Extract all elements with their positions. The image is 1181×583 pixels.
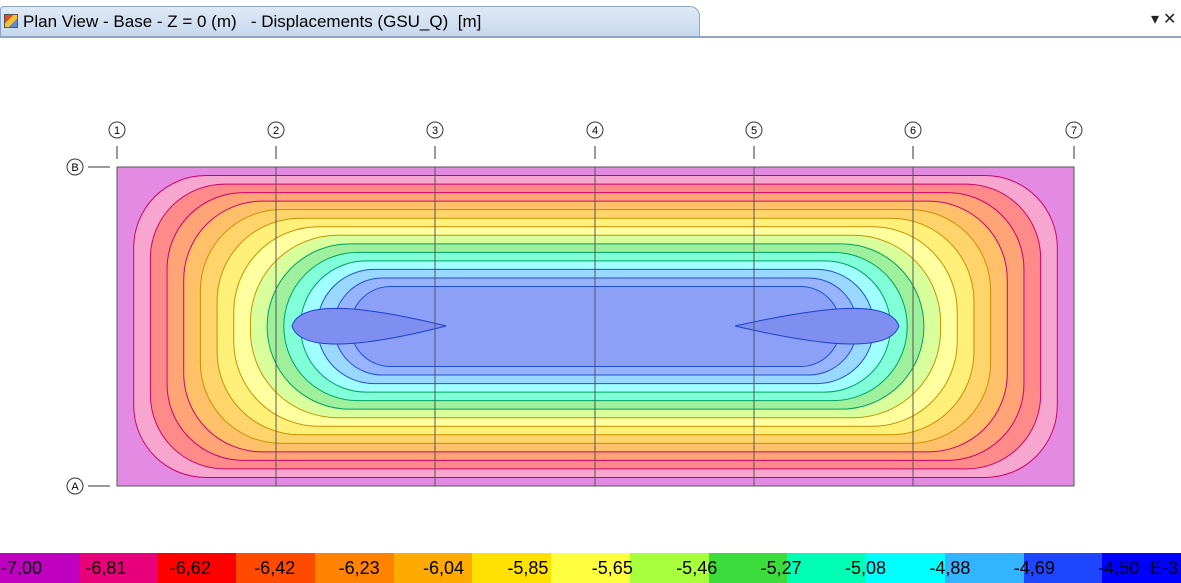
plan-view-canvas[interactable]: 1 2 3 4 5 6 7 B A	[0, 0, 1181, 553]
legend-label: -6,42	[254, 558, 296, 578]
legend-label: -5,27	[760, 558, 802, 578]
legend-color-band	[708, 553, 789, 583]
displacement-legend: -7,00 -6,81 -6,62 -6,42 -6,23 -6,04 -5,85 -5,65…	[0, 553, 1181, 583]
grid-bubble-4	[586, 121, 604, 139]
legend-color-band	[629, 553, 710, 583]
legend-color-band	[393, 553, 474, 583]
min-contour-left	[291, 307, 447, 345]
legend-color-band	[157, 553, 238, 583]
grid-bubble-1	[108, 121, 126, 139]
grid-bubble-3	[426, 121, 444, 139]
legend-label: -5,46	[676, 558, 718, 578]
legend-color-band	[551, 553, 631, 583]
legend-label: -6,04	[423, 558, 465, 578]
legend-label: -5,85	[507, 558, 549, 578]
min-contour-right	[734, 307, 900, 345]
grid-bubble-6	[904, 121, 922, 139]
grid-bubble-5	[745, 121, 763, 139]
legend-label: -5,65	[591, 558, 633, 578]
close-icon[interactable]: ✕	[1163, 11, 1177, 28]
plan-view-icon	[4, 14, 18, 28]
chevron-down-icon[interactable]: ▾	[1151, 11, 1160, 28]
legend-label: -4,88	[929, 558, 971, 578]
grid-lines	[116, 166, 1075, 487]
grid-label-6: 6	[910, 125, 916, 137]
slab-outline	[116, 166, 1075, 487]
tab-title: Plan View - Base - Z = 0 (m) - Displacem…	[23, 12, 482, 31]
grid-label-3: 3	[432, 125, 438, 137]
plan-view-tab[interactable]: Plan View - Base - Z = 0 (m) - Displacem…	[0, 6, 700, 36]
grid-label-5: 5	[751, 125, 757, 137]
legend-color-band	[866, 553, 946, 583]
grid-label-B: B	[71, 162, 78, 174]
tab-strip	[0, 36, 1181, 38]
legend-label: -6,23	[338, 558, 380, 578]
grid-label-2: 2	[273, 125, 279, 137]
grid-label-1: 1	[114, 125, 120, 137]
legend-color-band	[472, 553, 553, 583]
legend-color-band	[78, 553, 159, 583]
grid-bubbles: 1 2 3 4 5 6 7 B A	[66, 121, 1083, 495]
legend-label: -4,69	[1013, 558, 1055, 578]
legend-label: -4,50	[1098, 558, 1140, 578]
legend-color-band	[1102, 553, 1181, 583]
legend-label: -5,08	[845, 558, 887, 578]
legend-color-band	[787, 553, 868, 583]
legend-color-band	[236, 553, 316, 583]
grid-bubble-7	[1065, 121, 1083, 139]
grid-label-7: 7	[1071, 125, 1077, 137]
grid-label-A: A	[71, 481, 79, 493]
grid-bubble-2	[267, 121, 285, 139]
legend-color-band	[0, 553, 80, 583]
grid-label-4: 4	[592, 125, 598, 137]
legend-unit: E-3	[1150, 558, 1179, 578]
legend-label: -6,62	[169, 558, 211, 578]
grid-bubble-B	[66, 158, 84, 176]
legend-label: -6,81	[85, 558, 127, 578]
legend-color-band	[944, 553, 1025, 583]
window-titlebar: Plan View - Base - Z = 0 (m) - Displacem…	[0, 0, 1181, 38]
legend-color-band	[1023, 553, 1104, 583]
legend-color-band	[314, 553, 395, 583]
grid-bubble-A	[66, 477, 84, 495]
legend-label: -7,00	[1, 558, 43, 578]
